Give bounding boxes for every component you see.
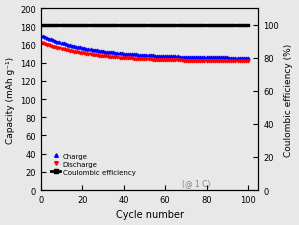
Discharge <box>230 61 233 63</box>
Charge <box>89 49 92 52</box>
Line: Discharge: Discharge <box>42 43 249 63</box>
Charge <box>246 57 250 60</box>
Discharge <box>80 53 84 55</box>
Y-axis label: Capacity (mAh g⁻¹): Capacity (mAh g⁻¹) <box>6 56 15 143</box>
Coulombic efficiency <box>246 25 250 28</box>
Discharge <box>41 43 45 45</box>
Text: (@ 1 C): (@ 1 C) <box>182 179 210 188</box>
Coulombic efficiency <box>80 25 84 28</box>
Charge <box>163 55 167 58</box>
Line: Coulombic efficiency: Coulombic efficiency <box>42 25 249 28</box>
Discharge <box>236 61 239 63</box>
Coulombic efficiency <box>89 25 92 28</box>
Charge <box>147 55 150 57</box>
Charge <box>230 57 233 60</box>
Coulombic efficiency <box>236 25 239 28</box>
Discharge <box>89 54 92 56</box>
Discharge <box>246 61 250 63</box>
Charge <box>41 36 45 38</box>
Discharge <box>163 59 167 62</box>
Charge <box>80 47 84 50</box>
Coulombic efficiency <box>163 25 167 28</box>
Y-axis label: Coulombic efficiency (%): Coulombic efficiency (%) <box>284 43 293 156</box>
Coulombic efficiency <box>41 25 45 28</box>
Coulombic efficiency <box>230 25 233 28</box>
Charge <box>236 57 239 60</box>
X-axis label: Cycle number: Cycle number <box>115 209 184 219</box>
Line: Charge: Charge <box>42 36 249 60</box>
Discharge <box>147 59 150 61</box>
Legend: Charge, Discharge, Coulombic efficiency: Charge, Discharge, Coulombic efficiency <box>49 150 138 178</box>
Coulombic efficiency <box>147 25 150 28</box>
